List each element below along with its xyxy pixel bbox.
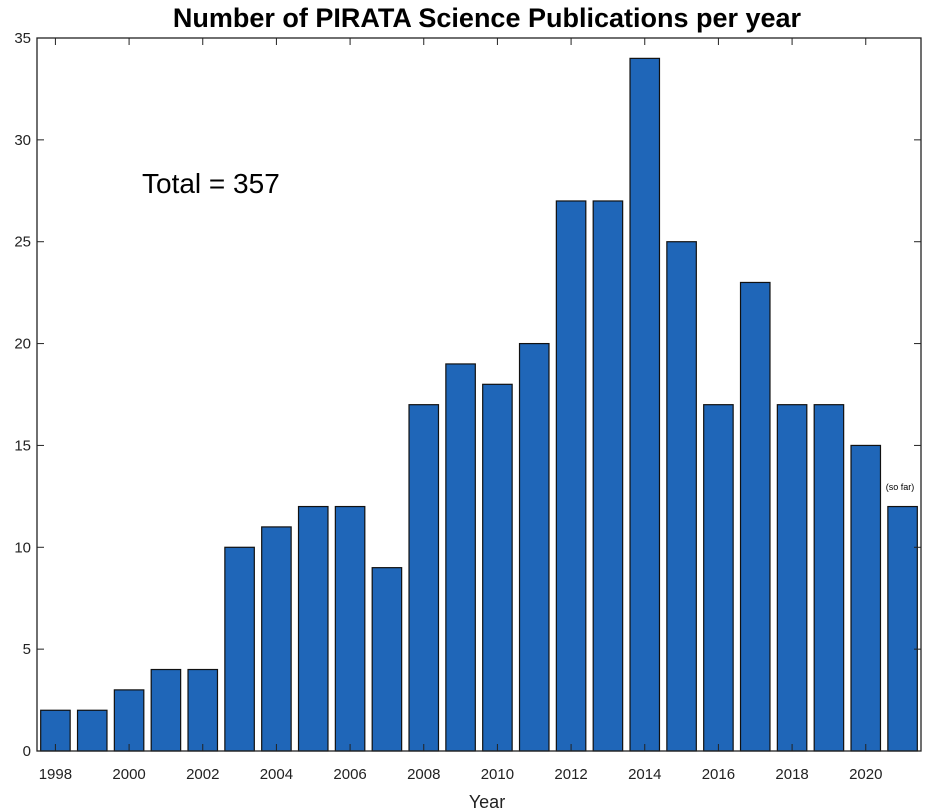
- bar-2014: [629, 57, 661, 752]
- bar-2011: [518, 342, 550, 752]
- x-tick-label: 1998: [39, 766, 72, 783]
- y-tick-label: 15: [14, 437, 31, 454]
- x-tick-label: 2020: [849, 766, 882, 783]
- bar-2002: [187, 668, 219, 752]
- bar-2006: [334, 505, 366, 752]
- x-axis: 1998 2000 2002 2004 2006 2008 2010 2012 2014 2016…: [39, 38, 882, 783]
- x-axis-label: Year: [469, 792, 505, 812]
- y-tick-label: 20: [14, 336, 31, 353]
- y-tick-label: 0: [23, 743, 31, 760]
- bar-2001: [150, 668, 182, 752]
- x-tick-label: 2008: [407, 766, 440, 783]
- bar-2009: [445, 363, 476, 752]
- plot-frame: [36, 37, 922, 752]
- y-tick-label: 30: [14, 132, 31, 149]
- y-tick-label: 10: [14, 539, 31, 556]
- x-tick-label: 2010: [481, 766, 514, 783]
- x-tick-label: 2012: [554, 766, 587, 783]
- bar-2018: [776, 404, 808, 752]
- y-axis: 0 5 10 15 20 25 30 35: [14, 30, 921, 760]
- bar-2004: [261, 526, 292, 752]
- y-tick-label: 25: [14, 234, 31, 251]
- bar-2020: [850, 444, 882, 752]
- bar-2003: [224, 546, 255, 752]
- bar-2007: [371, 567, 403, 752]
- chart-title: Number of PIRATA Science Publications pe…: [173, 3, 802, 33]
- total-annotation: Total = 357: [142, 168, 280, 199]
- bar-2013: [592, 200, 624, 752]
- y-tick-label: 35: [14, 30, 31, 47]
- bar-2005: [297, 505, 329, 752]
- bars: [40, 57, 918, 752]
- x-tick-label: 2002: [186, 766, 219, 783]
- bar-2008: [408, 404, 440, 752]
- so-far-annotation: (so far): [886, 482, 915, 492]
- bar-1999: [76, 709, 108, 752]
- x-tick-label: 2018: [775, 766, 808, 783]
- x-tick-label: 2014: [628, 766, 661, 783]
- x-tick-label: 2016: [702, 766, 735, 783]
- x-tick-label: 2000: [112, 766, 145, 783]
- y-tick-label: 5: [23, 641, 31, 658]
- bar-2019: [813, 404, 845, 752]
- bar-2012: [555, 200, 587, 752]
- x-tick-label: 2006: [333, 766, 366, 783]
- bar-2000: [113, 689, 145, 752]
- bar-2015: [666, 241, 697, 752]
- bar-2010: [482, 383, 513, 752]
- bar-2016: [703, 404, 734, 752]
- bar-2021: [887, 505, 918, 752]
- bar-2017: [739, 281, 771, 752]
- x-tick-label: 2004: [260, 766, 293, 783]
